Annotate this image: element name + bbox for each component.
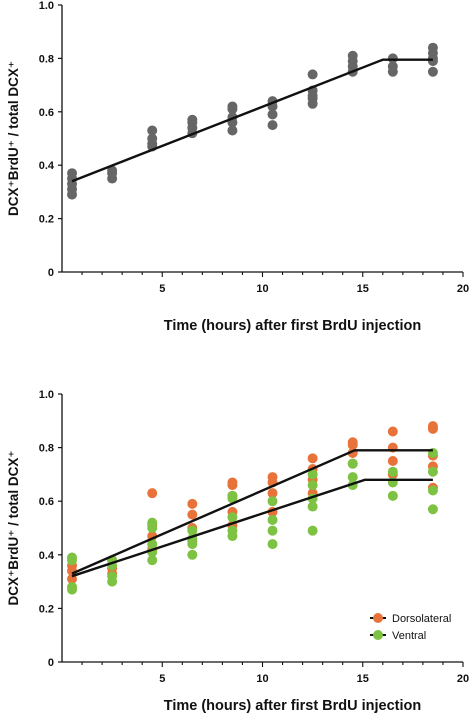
data-point-series-1 — [187, 114, 198, 125]
data-point-dorsolateral — [347, 437, 358, 448]
data-point-ventral — [347, 472, 358, 483]
data-point-ventral — [307, 525, 318, 536]
data-point-ventral — [67, 581, 78, 592]
data-point-series-1 — [387, 53, 398, 64]
y-tick-label: 1.0 — [39, 0, 54, 12]
y-tick-label: 0 — [48, 657, 54, 669]
x-tick-label: 20 — [457, 283, 469, 295]
data-point-dorsolateral — [387, 456, 398, 466]
data-point-ventral — [347, 458, 358, 469]
x-tick-label: 5 — [159, 673, 165, 685]
data-point-ventral — [267, 539, 278, 550]
y-tick-label: 0.2 — [39, 214, 54, 226]
data-point-ventral — [227, 490, 238, 501]
data-point-ventral — [227, 525, 238, 536]
data-point-dorsolateral — [267, 488, 278, 499]
fit-line-ventral — [71, 478, 433, 578]
data-point-dorsolateral — [187, 509, 198, 520]
y-tick-label: 0.6 — [39, 496, 54, 508]
data-point-ventral — [267, 514, 278, 525]
data-point-dorsolateral — [307, 453, 318, 464]
data-point-series-1 — [227, 101, 238, 112]
data-point-ventral — [267, 496, 278, 507]
data-point-ventral — [307, 501, 318, 512]
legend-label: Ventral — [392, 630, 426, 642]
legend-marker — [373, 630, 383, 640]
y-axis-label: DCX⁺BrdU⁺ / total DCX⁺ — [6, 61, 21, 216]
data-point-dorsolateral — [267, 472, 278, 483]
data-point-ventral — [147, 555, 158, 566]
fit-line-dorsolateral — [71, 449, 433, 575]
data-point-series-1 — [267, 120, 278, 131]
y-tick-label: 0.8 — [39, 53, 54, 65]
data-point-dorsolateral — [387, 426, 398, 437]
chart-2: 0 0.2 0.4 0.6 0.8 1.0 5 10 15 20 Time (hours) afte… — [6, 389, 469, 714]
data-point-ventral — [107, 571, 118, 582]
data-point-ventral — [187, 525, 198, 536]
legend-marker — [373, 613, 383, 623]
x-tick-label: 10 — [256, 673, 268, 685]
data-point-series-1 — [427, 42, 438, 53]
chart-1: 0 0.2 0.4 0.6 0.8 1.0 5 10 15 20 Time (hours) afte… — [6, 0, 469, 334]
data-point-ventral — [427, 504, 438, 515]
data-point-dorsolateral — [187, 498, 198, 509]
y-tick-label: 0.2 — [39, 603, 54, 615]
data-point-ventral — [267, 525, 278, 536]
fit-line-series-1 — [71, 58, 433, 183]
data-point-ventral — [67, 552, 78, 563]
data-point-series-1 — [147, 125, 158, 136]
data-point-series-1 — [67, 168, 78, 179]
x-tick-label: 10 — [256, 283, 268, 295]
data-point-dorsolateral — [427, 421, 438, 432]
y-tick-label: 0.8 — [39, 443, 54, 455]
y-tick-label: 1.0 — [39, 389, 54, 401]
data-point-series-1 — [307, 69, 318, 80]
x-tick-label: 15 — [357, 673, 369, 685]
data-point-series-1 — [427, 66, 438, 77]
x-tick-label: 15 — [357, 283, 369, 295]
data-point-ventral — [147, 517, 158, 528]
legend-label: Dorsolateral — [392, 613, 451, 625]
data-point-ventral — [307, 469, 318, 480]
data-point-ventral — [387, 490, 398, 501]
data-point-dorsolateral — [227, 477, 238, 488]
y-axis-label: DCX⁺BrdU⁺ / total DCX⁺ — [6, 451, 21, 606]
data-point-ventral — [187, 549, 198, 560]
y-tick-label: 0.4 — [39, 160, 55, 172]
data-point-ventral — [427, 485, 438, 496]
x-tick-label: 20 — [457, 673, 469, 685]
x-tick-label: 5 — [159, 283, 165, 295]
data-point-series-1 — [107, 165, 118, 176]
x-axis-label: Time (hours) after first BrdU injection — [164, 698, 422, 714]
data-point-series-1 — [387, 61, 398, 72]
data-point-ventral — [227, 512, 238, 523]
y-tick-label: 0 — [48, 267, 54, 279]
data-point-series-1 — [147, 133, 158, 144]
data-point-dorsolateral — [147, 488, 158, 499]
data-point-series-1 — [227, 125, 238, 136]
x-axis-label: Time (hours) after first BrdU injection — [164, 318, 422, 334]
data-point-ventral — [307, 480, 318, 491]
data-point-ventral — [387, 466, 398, 477]
data-point-ventral — [427, 466, 438, 477]
y-tick-label: 0.4 — [39, 550, 55, 562]
data-point-ventral — [147, 539, 158, 550]
y-tick-label: 0.6 — [39, 107, 54, 119]
data-point-series-1 — [267, 109, 278, 120]
legend: Dorsolateral Ventral — [370, 613, 451, 642]
data-point-series-1 — [347, 50, 358, 61]
